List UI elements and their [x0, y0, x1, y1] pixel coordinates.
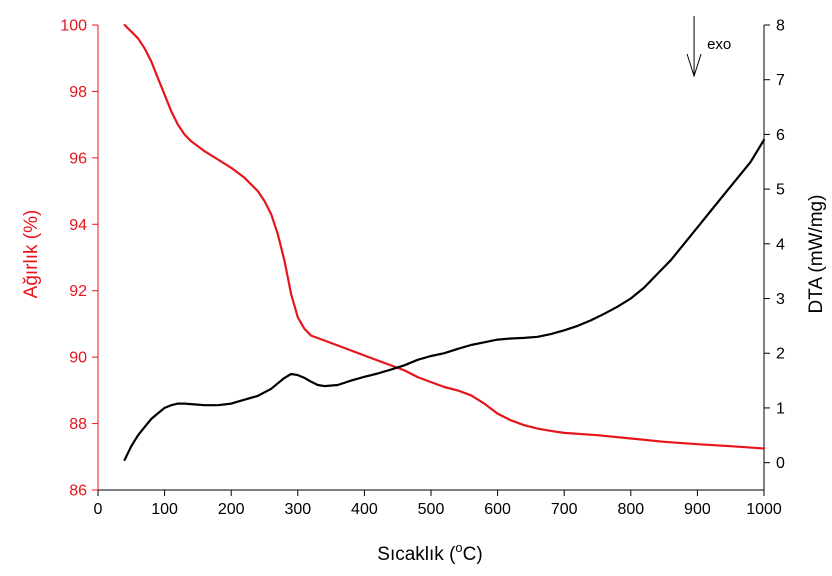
- dta-series-line: [123, 138, 766, 461]
- left-axis-title: Ağırlık (%): [21, 210, 42, 299]
- right-tick-label: 6: [776, 127, 785, 144]
- x-tick-label: 1000: [746, 501, 782, 518]
- x-axis-ticks: 0 100 200 300 400 500 600 700 800 900 1000: [94, 490, 782, 518]
- x-tick-label: 800: [617, 501, 644, 518]
- exo-annotation: exo: [686, 16, 731, 78]
- exo-arrow-head: [686, 53, 702, 78]
- x-axis-title: Sıcaklık (oC): [377, 540, 482, 565]
- x-tick-label: 0: [94, 501, 103, 518]
- right-tick-label: 7: [776, 72, 785, 89]
- right-tick-label: 2: [776, 346, 785, 363]
- left-tick-label: 96: [69, 150, 87, 167]
- exo-label: exo: [707, 36, 731, 53]
- right-axis-title: DTA (mW/mg): [806, 195, 827, 314]
- x-tick-label: 100: [151, 501, 178, 518]
- right-tick-label: 0: [776, 455, 785, 472]
- left-tick-label: 92: [69, 283, 87, 300]
- left-tick-label: 94: [69, 217, 87, 234]
- x-tick-label: 500: [418, 501, 445, 518]
- left-axis-ticks: 86 88 90 92 94 96 98 100: [60, 18, 98, 500]
- x-tick-label: 300: [284, 501, 311, 518]
- right-tick-label: 3: [776, 291, 785, 308]
- left-tick-label: 100: [60, 18, 87, 35]
- right-tick-label: 1: [776, 400, 785, 417]
- weight-series-line: [123, 23, 766, 450]
- x-tick-label: 600: [484, 501, 511, 518]
- x-tick-label: 900: [684, 501, 711, 518]
- right-axis-ticks: 0 1 2 3 4 5 6 7 8: [764, 18, 785, 472]
- right-tick-label: 4: [776, 236, 785, 253]
- left-tick-label: 86: [69, 483, 87, 500]
- plot-frame: [97, 25, 765, 491]
- right-tick-label: 5: [776, 182, 785, 199]
- x-tick-label: 200: [218, 501, 245, 518]
- left-tick-label: 88: [69, 416, 87, 433]
- series-layer: [123, 23, 766, 461]
- x-tick-label: 700: [551, 501, 578, 518]
- x-tick-label: 400: [351, 501, 378, 518]
- left-tick-label: 90: [69, 350, 87, 367]
- right-tick-label: 8: [776, 18, 785, 35]
- left-tick-label: 98: [69, 84, 87, 101]
